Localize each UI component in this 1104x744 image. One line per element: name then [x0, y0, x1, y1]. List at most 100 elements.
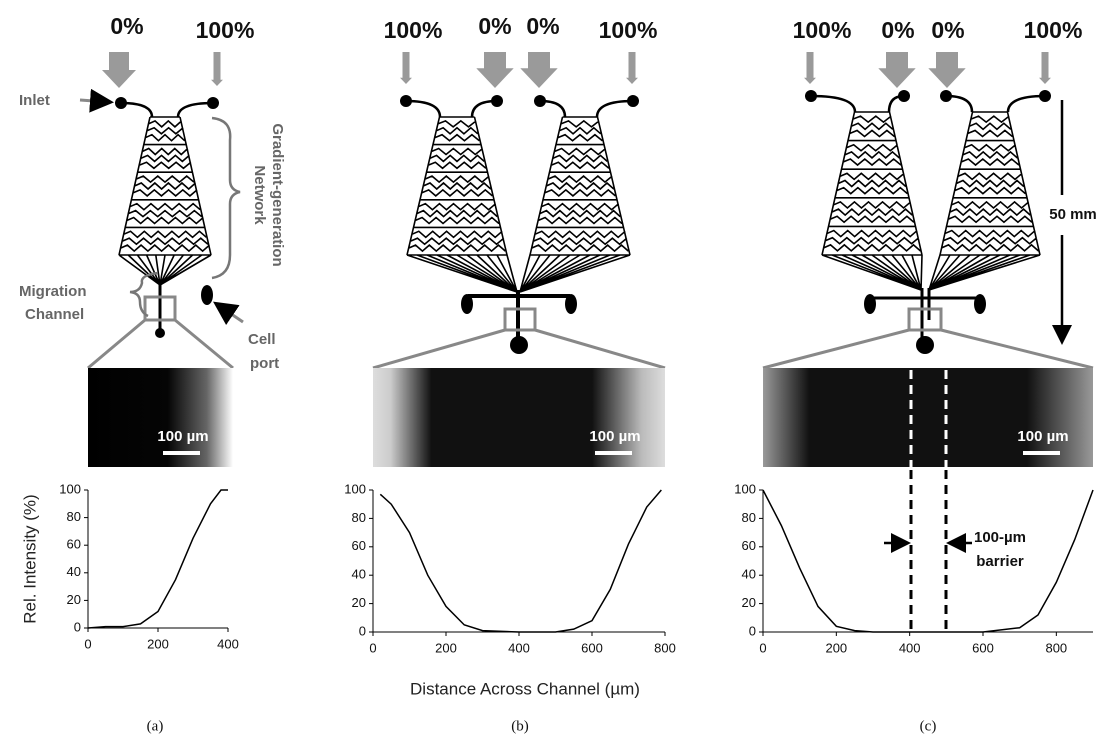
- inlet-arrow: [476, 52, 513, 88]
- label: Network: [251, 165, 268, 225]
- label: 50 mm: [1049, 206, 1097, 223]
- label: 100 µm: [589, 428, 640, 445]
- label: 80: [352, 510, 366, 525]
- label: 40: [352, 567, 366, 582]
- inlet-arrow: [102, 52, 136, 88]
- label: 100%: [384, 17, 443, 43]
- label: 800: [654, 640, 676, 655]
- label: 200: [147, 636, 169, 651]
- label: 100%: [793, 17, 852, 43]
- view-box: [909, 309, 941, 330]
- inlet-arrow: [211, 52, 223, 86]
- intensity-line: [380, 490, 661, 632]
- cell-port-pointer: [218, 305, 243, 322]
- label: (a): [147, 718, 164, 734]
- label: 600: [972, 640, 994, 655]
- label: 0: [84, 636, 91, 651]
- label: 600: [581, 640, 603, 655]
- inlet-pointer: [80, 100, 108, 102]
- inlet: [1039, 90, 1051, 102]
- inlet: [400, 95, 412, 107]
- label: 60: [352, 538, 366, 553]
- label: 0%: [526, 13, 559, 39]
- label: 400: [508, 640, 530, 655]
- inlet-channel: [811, 96, 855, 112]
- barrier-line: [911, 470, 946, 632]
- label: 60: [742, 538, 756, 553]
- cell-port: [565, 294, 577, 314]
- outlet: [510, 336, 528, 354]
- inlet-arrow: [1039, 52, 1051, 84]
- inlet-arrow: [626, 52, 638, 84]
- label: 20: [352, 595, 366, 610]
- label: 100: [734, 481, 756, 496]
- label: 0%: [110, 13, 143, 39]
- fluorescence-image: [88, 368, 233, 467]
- label: 100 µm: [1017, 428, 1068, 445]
- label: 100: [344, 481, 366, 496]
- label: 80: [742, 510, 756, 525]
- label: 20: [742, 595, 756, 610]
- inlet-arrow: [520, 52, 557, 88]
- gradient-network: [407, 117, 517, 292]
- label: 0%: [478, 13, 511, 39]
- inlet-arrow: [804, 52, 816, 84]
- inlet-channel: [1008, 96, 1045, 112]
- inlet: [898, 90, 910, 102]
- inlet: [491, 95, 503, 107]
- figure: 100 µm100 µm100 µm0%100%100%0%0%100%100%…: [0, 0, 1104, 739]
- cell-port: [974, 294, 986, 314]
- inlet: [115, 97, 127, 109]
- label: 100: [59, 481, 81, 496]
- label: 100-µm: [974, 529, 1026, 546]
- label: 60: [67, 537, 81, 552]
- label: 200: [435, 640, 457, 655]
- inlet: [805, 90, 817, 102]
- label: Cell: [248, 331, 276, 348]
- brace: [212, 118, 240, 278]
- cell-port: [201, 285, 213, 305]
- gradient-network: [520, 117, 630, 292]
- inlet: [627, 95, 639, 107]
- outlet: [916, 336, 934, 354]
- label: Inlet: [19, 92, 50, 109]
- label: 0%: [881, 17, 914, 43]
- label: Gradient-generation: [269, 123, 286, 266]
- inlet: [207, 97, 219, 109]
- label: 100%: [599, 17, 658, 43]
- inlet: [940, 90, 952, 102]
- label: 100%: [196, 17, 255, 43]
- label: 0: [759, 640, 766, 655]
- inlet-arrow: [400, 52, 412, 84]
- cell-port: [461, 294, 473, 314]
- label: 40: [742, 567, 756, 582]
- gradient-network: [119, 117, 211, 285]
- label: (c): [920, 718, 937, 734]
- label: 100%: [1024, 17, 1083, 43]
- label: Rel. Intensity (%): [20, 494, 39, 623]
- inlet-arrow: [928, 52, 965, 88]
- cell-port: [864, 294, 876, 314]
- label: 80: [67, 509, 81, 524]
- label: barrier: [976, 553, 1024, 570]
- label: 400: [899, 640, 921, 655]
- label: 20: [67, 592, 81, 607]
- label: Channel: [25, 306, 84, 323]
- label: 200: [825, 640, 847, 655]
- label: 0: [74, 619, 81, 634]
- intensity-line: [88, 490, 228, 628]
- inlet-arrow: [878, 52, 915, 88]
- label: Distance Across Channel (µm): [410, 679, 640, 698]
- gradient-network: [929, 112, 1040, 290]
- label: Migration: [19, 283, 87, 300]
- axis: [763, 490, 1093, 632]
- label: 0: [359, 623, 366, 638]
- inlet: [534, 95, 546, 107]
- label: port: [250, 355, 279, 372]
- label: 0: [749, 623, 756, 638]
- label: 40: [67, 564, 81, 579]
- label: 0%: [931, 17, 964, 43]
- label: 800: [1045, 640, 1067, 655]
- outlet: [155, 328, 165, 338]
- label: 400: [217, 636, 239, 651]
